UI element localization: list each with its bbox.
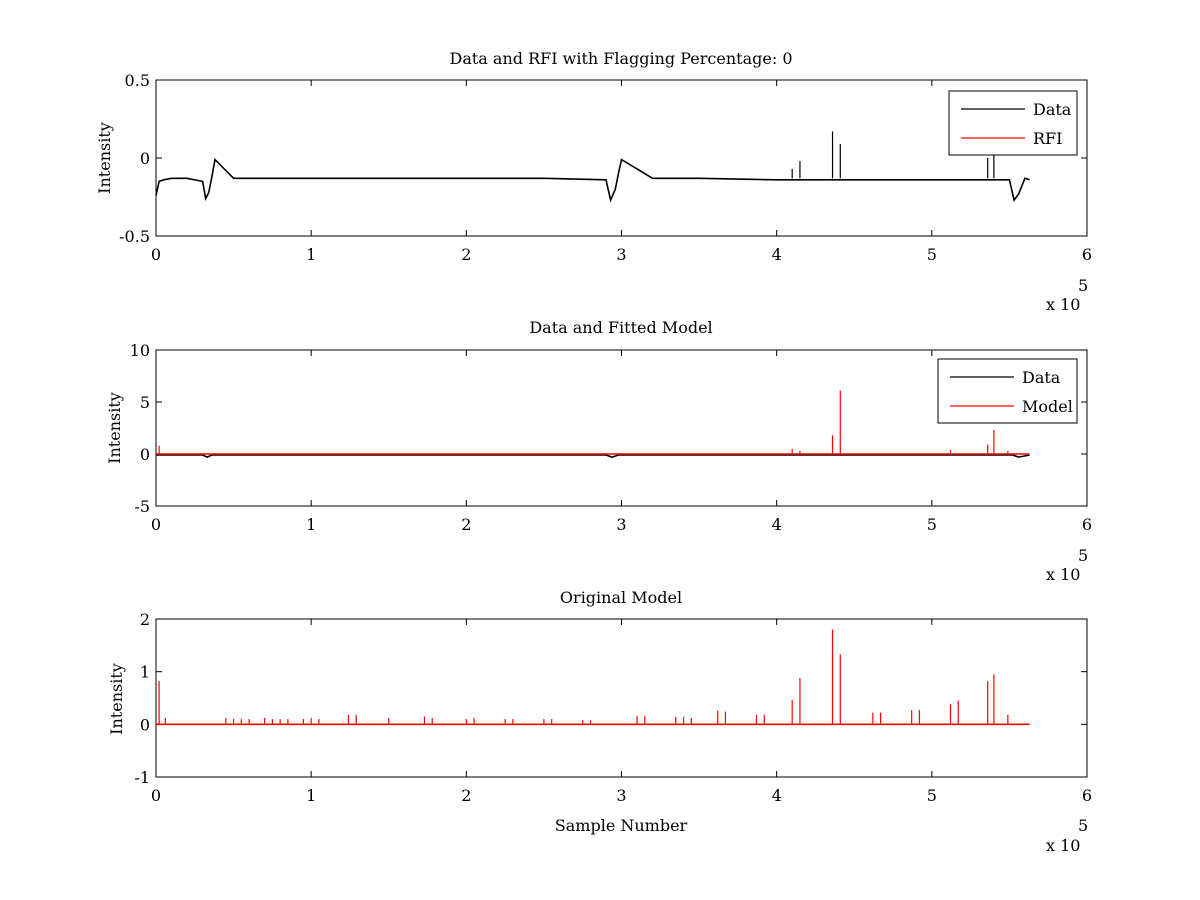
legend-box bbox=[937, 358, 1078, 424]
chart-title: Original Model bbox=[560, 588, 682, 607]
y-tick-label: 10 bbox=[130, 341, 150, 360]
y-axis-label: Intensity bbox=[107, 663, 126, 735]
x-tick-label: 4 bbox=[772, 245, 782, 264]
legend-label: Data bbox=[1022, 368, 1061, 387]
y-tick-label: -0.5 bbox=[119, 227, 150, 246]
subplot-rfi: Data and RFI with Flagging Percentage: 0… bbox=[95, 49, 1092, 314]
x-tick-label: 1 bbox=[306, 786, 316, 805]
x-tick-label: 1 bbox=[306, 245, 316, 264]
x-tick-label: 3 bbox=[616, 245, 626, 264]
chart-title: Data and RFI with Flagging Percentage: 0 bbox=[449, 49, 792, 68]
x-axis-label: Sample Number bbox=[555, 816, 688, 835]
x-tick-label: 0 bbox=[151, 245, 161, 264]
x-tick-label: 6 bbox=[1082, 515, 1092, 534]
y-tick-label: 5 bbox=[140, 393, 150, 412]
y-axis-label: Intensity bbox=[105, 392, 124, 464]
y-tick-label: -5 bbox=[134, 497, 150, 516]
x-tick-label: 4 bbox=[772, 515, 782, 534]
legend-label: Model bbox=[1022, 397, 1073, 416]
series-line-data bbox=[155, 157, 1030, 203]
subplot-fitted-model: Data and Fitted Model Intensity 0 1 2 3 4 5 6 -… bbox=[105, 318, 1092, 584]
x-tick-label: 3 bbox=[616, 515, 626, 534]
legend-label: RFI bbox=[1033, 129, 1062, 148]
x-tick-label: 2 bbox=[461, 245, 471, 264]
x-tick-label: 5 bbox=[927, 515, 937, 534]
legend-label: Data bbox=[1033, 100, 1072, 119]
x-multiplier: x 10 bbox=[1046, 565, 1080, 584]
y-tick-label: 0 bbox=[140, 445, 150, 464]
x-multiplier-exponent: 5 bbox=[1078, 276, 1088, 295]
x-tick-label: 1 bbox=[306, 515, 316, 534]
y-axis-label: Intensity bbox=[95, 122, 114, 194]
x-tick-label: 0 bbox=[151, 786, 161, 805]
x-multiplier-exponent: 5 bbox=[1078, 816, 1088, 835]
series-line-data bbox=[156, 454, 1030, 458]
y-tick-label: 0 bbox=[140, 715, 150, 734]
y-tick-label: 2 bbox=[140, 610, 150, 629]
subplot-original-model: Original Model Intensity Sample Number 0… bbox=[107, 588, 1092, 855]
x-tick-label: 5 bbox=[927, 245, 937, 264]
y-tick-label: -1 bbox=[134, 768, 150, 787]
y-tick-label: 0 bbox=[140, 149, 150, 168]
x-tick-label: 6 bbox=[1082, 245, 1092, 264]
x-tick-label: 2 bbox=[461, 786, 471, 805]
y-tick-label: 1 bbox=[140, 663, 150, 682]
x-multiplier-exponent: 5 bbox=[1078, 546, 1088, 565]
x-tick-label: 4 bbox=[772, 786, 782, 805]
x-tick-label: 2 bbox=[461, 515, 471, 534]
y-tick-label: 0.5 bbox=[125, 71, 150, 90]
x-multiplier: x 10 bbox=[1046, 295, 1080, 314]
legend-box bbox=[948, 90, 1078, 156]
x-tick-label: 5 bbox=[927, 786, 937, 805]
x-tick-label: 0 bbox=[151, 515, 161, 534]
chart-title: Data and Fitted Model bbox=[529, 318, 712, 337]
x-tick-label: 3 bbox=[616, 786, 626, 805]
x-multiplier: x 10 bbox=[1046, 836, 1080, 855]
x-tick-label: 6 bbox=[1082, 786, 1092, 805]
